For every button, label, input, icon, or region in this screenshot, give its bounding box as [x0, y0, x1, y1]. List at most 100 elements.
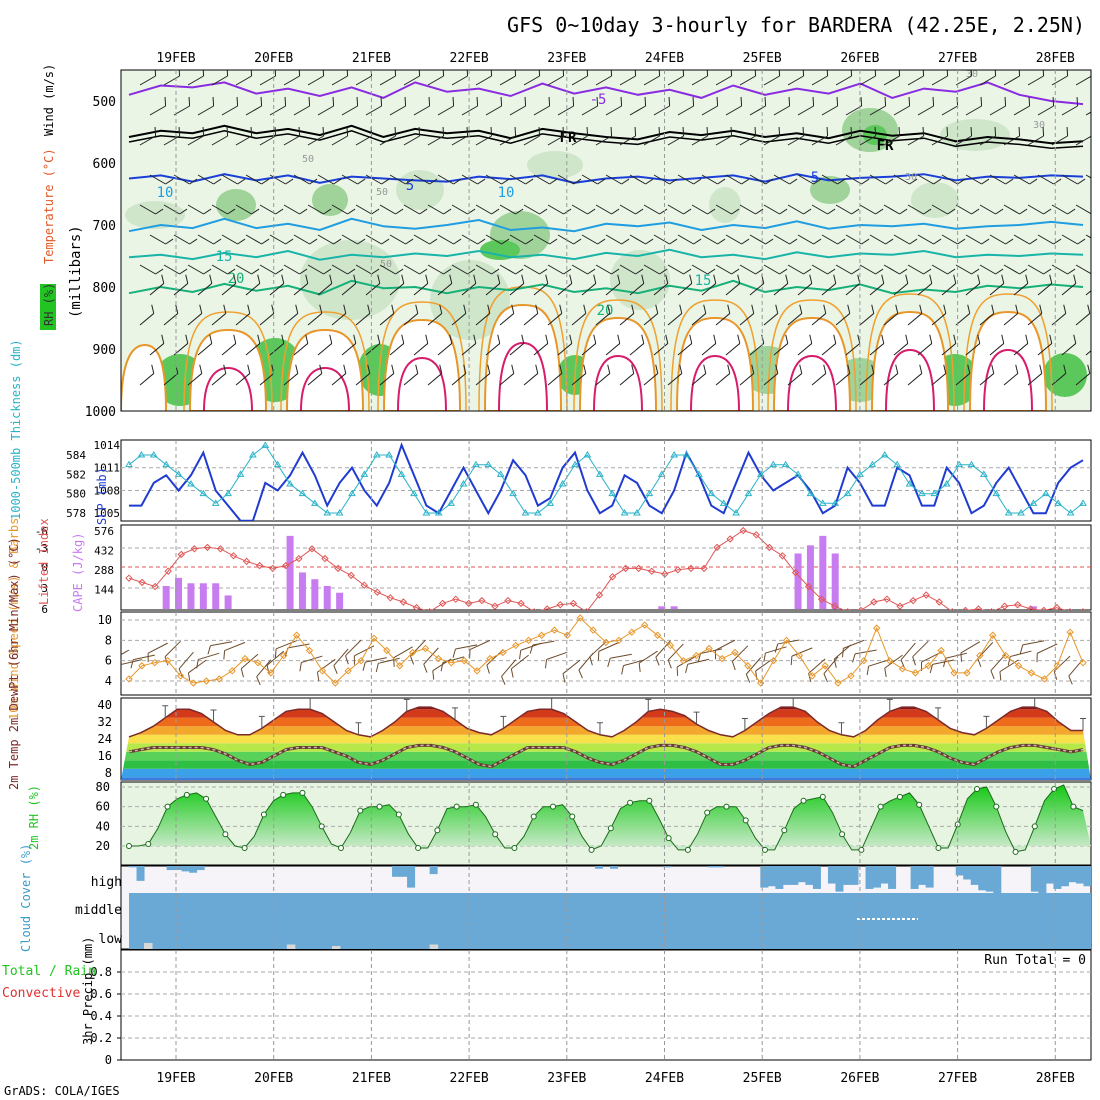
surface-wind-barb — [452, 644, 478, 658]
cloud-high-bar — [993, 866, 1002, 893]
precip-tick-label: 0.4 — [90, 1009, 112, 1023]
surface-wind-barb — [1007, 650, 1032, 666]
wind-barb — [1075, 204, 1091, 215]
wind-barb — [787, 70, 805, 86]
wind-speed-point — [653, 631, 662, 639]
wind-barb — [1003, 304, 1019, 326]
wind-barb — [365, 97, 383, 116]
li-point — [804, 582, 813, 591]
li-point — [295, 554, 303, 563]
thickness-point — [546, 499, 555, 506]
wind-barb — [979, 304, 995, 326]
wind-barb — [1003, 364, 1019, 386]
wind-barb — [629, 274, 645, 296]
wind-barb — [979, 364, 995, 386]
slp-tick-label: 1011 — [94, 462, 121, 475]
hot-isotherm-bubble — [593, 354, 643, 411]
slp-ylabel-right: SLP (mb) — [95, 467, 109, 525]
wind-barb — [379, 304, 395, 326]
wind-barb — [739, 70, 757, 86]
wind-barb — [1075, 364, 1091, 386]
wind-barb — [245, 274, 261, 296]
cape-bar — [658, 606, 666, 609]
wind-barb — [859, 70, 877, 86]
warm-isotherm-bubble — [870, 310, 950, 411]
cloud-high-bar — [835, 866, 844, 892]
wind-barb — [691, 304, 707, 326]
wind-speed-point — [718, 654, 726, 663]
wind-barb — [715, 70, 733, 86]
rh-point — [318, 823, 325, 830]
thickness-point — [979, 470, 988, 477]
wind-barb — [523, 204, 548, 215]
hot-isotherm-bubble — [397, 356, 447, 411]
cloud-high-bar — [136, 866, 145, 881]
wind-barb — [235, 204, 260, 215]
surface-wind-barb — [345, 639, 362, 665]
surface-wind-barb — [256, 659, 272, 686]
cloud-high-bar — [429, 866, 438, 875]
cape-ylabel-left: Lifted Index — [37, 518, 51, 605]
thickness-point — [707, 489, 716, 497]
thickness-point — [1079, 499, 1087, 506]
wind-barb — [427, 70, 445, 86]
wind-speed-point — [138, 662, 146, 670]
wind-barb — [197, 174, 222, 185]
wind-speed-point — [602, 638, 610, 647]
wind-barb — [163, 127, 181, 146]
wind-barb — [533, 174, 558, 185]
thickness-point — [1029, 499, 1038, 506]
li-point — [962, 606, 969, 610]
isotherm-line — [128, 173, 1084, 184]
rh-point — [241, 844, 248, 851]
warm-isotherm-bubble — [772, 316, 852, 411]
wind-barb — [773, 334, 789, 356]
contour-label: 50 — [376, 187, 388, 198]
wind-barb — [773, 97, 791, 116]
li-tick-label: -3 — [35, 542, 48, 555]
wind-barb — [139, 264, 164, 275]
surface-wind-barb — [607, 653, 632, 668]
rh-shading — [1043, 353, 1087, 397]
rh-point — [569, 813, 576, 820]
thickness-point — [893, 460, 902, 468]
surface-wind-barb — [714, 639, 736, 660]
wind-speed-point — [898, 665, 907, 673]
wind-barb — [619, 204, 644, 215]
wind-barb — [355, 264, 380, 275]
wind-barb — [475, 364, 491, 386]
wind-speed-point — [537, 631, 546, 639]
rh-point — [896, 793, 903, 800]
wind-barb — [221, 174, 246, 185]
date-label-top: 26FEB — [840, 51, 879, 66]
wind-barb — [235, 127, 253, 146]
wind-barb — [965, 97, 983, 116]
wind-barb — [307, 264, 332, 275]
wind-barb — [413, 234, 438, 245]
wind-barb — [965, 334, 981, 356]
wind-barb — [619, 304, 635, 326]
wind-barb — [1003, 127, 1021, 146]
precip-tick-label: 0.8 — [90, 965, 112, 979]
li-point — [648, 567, 656, 575]
cloud-high-bar — [797, 866, 806, 883]
slp-ylabel-left: 1000-500mb Thickness (dm) — [9, 339, 23, 520]
wind-barb — [571, 70, 589, 86]
wind-barb — [931, 70, 949, 86]
wind-speed-point — [189, 679, 198, 687]
wind-barb — [403, 304, 419, 326]
wind-barb — [283, 264, 308, 275]
wind-barb — [211, 264, 236, 275]
wind-barb — [691, 264, 716, 275]
surface-wind-barb — [960, 641, 981, 662]
li-point — [203, 543, 212, 552]
wind-barb — [859, 364, 875, 386]
wind-barb — [955, 304, 971, 326]
li-point — [713, 543, 721, 552]
surface-wind-barb — [597, 641, 620, 661]
wind-barb — [307, 364, 323, 386]
hot-isotherm-bubble — [787, 354, 837, 411]
wind-tick-label: 4 — [105, 674, 112, 688]
cape-bar — [670, 606, 678, 609]
wind-barb — [1085, 234, 1091, 245]
